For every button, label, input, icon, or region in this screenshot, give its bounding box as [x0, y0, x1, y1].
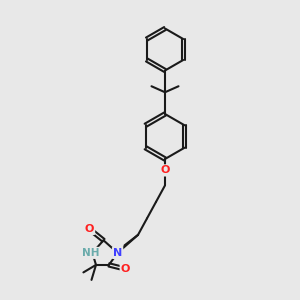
Text: N: N	[113, 248, 122, 258]
Text: O: O	[121, 264, 130, 274]
Text: O: O	[160, 165, 170, 176]
Text: NH: NH	[82, 248, 100, 258]
Text: O: O	[85, 224, 94, 234]
